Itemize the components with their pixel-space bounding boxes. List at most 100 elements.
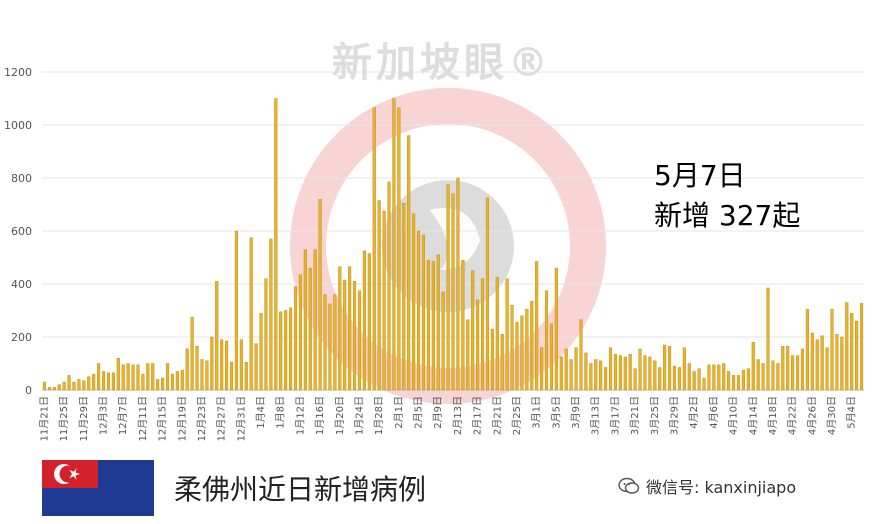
bar [259, 312, 263, 391]
bar [57, 384, 61, 391]
bar [677, 367, 681, 391]
bar [62, 381, 66, 391]
bar [357, 290, 362, 391]
bar [190, 316, 194, 391]
bar [42, 381, 47, 391]
bar [859, 303, 864, 391]
bar [82, 380, 86, 391]
bar [732, 375, 736, 391]
x-tick-label: 4月2日 [688, 396, 700, 429]
x-tick-label: 1月20日 [334, 396, 346, 435]
x-tick-label: 4月26日 [806, 396, 818, 435]
bar [308, 267, 312, 391]
bar [569, 359, 573, 391]
bar [559, 356, 563, 391]
bar [594, 359, 598, 391]
bar [436, 254, 440, 391]
bar [195, 346, 199, 391]
y-tick-label: 1200 [4, 66, 32, 79]
x-tick-label: 5月4日 [846, 396, 858, 429]
bar [712, 364, 716, 391]
bar [800, 348, 805, 391]
wechat-icon [618, 477, 640, 494]
bar [830, 308, 834, 391]
bar [254, 343, 258, 391]
bar [540, 347, 544, 391]
x-tick-label: 3月25日 [649, 396, 661, 435]
bar [333, 294, 337, 391]
bar [658, 367, 662, 391]
bar [756, 359, 760, 391]
annotation-new-cases: 新增 327起 [654, 199, 801, 232]
bar [835, 334, 839, 391]
bar [653, 360, 657, 391]
x-tick-label: 11月21日 [38, 396, 50, 441]
y-tick-label: 600 [11, 225, 32, 238]
x-tick-label: 1月4日 [255, 396, 267, 429]
bar [633, 368, 637, 391]
bar [279, 311, 283, 391]
bar [348, 266, 352, 391]
bar [682, 347, 686, 391]
bar [663, 344, 667, 391]
bar [736, 375, 741, 391]
bar [146, 363, 150, 391]
bar [564, 348, 568, 391]
bar [751, 342, 755, 391]
bar [67, 375, 71, 391]
bar [850, 312, 854, 391]
bar [825, 347, 829, 391]
bar [687, 363, 691, 391]
bar [377, 200, 381, 391]
bar [628, 354, 632, 391]
bar [451, 193, 455, 391]
x-tick-label: 12月19日 [176, 396, 188, 441]
bar [111, 372, 115, 391]
bar [220, 339, 224, 391]
bar [161, 377, 165, 391]
bar [668, 346, 672, 391]
bar [480, 278, 485, 391]
bar [707, 364, 711, 391]
bar [416, 230, 421, 391]
x-tick-label: 2月25日 [511, 396, 523, 435]
bar [323, 294, 327, 391]
bar [426, 259, 430, 391]
bar [648, 356, 652, 391]
bar [101, 371, 106, 391]
bar [156, 379, 160, 391]
bar [382, 210, 386, 391]
bar [392, 98, 396, 391]
bar [761, 363, 765, 391]
bar [485, 197, 490, 391]
bar [544, 290, 549, 391]
bar [116, 358, 120, 391]
bar [407, 135, 411, 391]
bar [239, 339, 243, 391]
bar [249, 237, 253, 391]
bar [431, 261, 435, 391]
y-tick-label: 0 [25, 384, 32, 397]
bar [599, 360, 603, 391]
y-tick-label: 800 [11, 172, 32, 185]
bar [185, 348, 189, 391]
y-tick-label: 400 [11, 278, 32, 291]
bar [796, 355, 800, 391]
bar [495, 277, 499, 391]
x-tick-label: 12月11日 [137, 396, 149, 441]
bar [461, 259, 465, 391]
bar [810, 332, 814, 391]
bar [269, 238, 273, 391]
x-tick-label: 3月29日 [669, 396, 681, 435]
bar [746, 368, 750, 391]
x-tick-label: 3月17日 [609, 396, 621, 435]
x-tick-label: 12月15日 [157, 396, 169, 441]
x-tick-label: 2月9日 [432, 396, 444, 429]
bar [421, 234, 426, 391]
x-tick-label: 11月29日 [78, 396, 90, 441]
bar [170, 373, 174, 391]
bar [820, 335, 824, 391]
bar [229, 361, 234, 391]
bar [244, 361, 248, 391]
wechat-id-text: 微信号: kanxinjiapo [646, 478, 797, 497]
